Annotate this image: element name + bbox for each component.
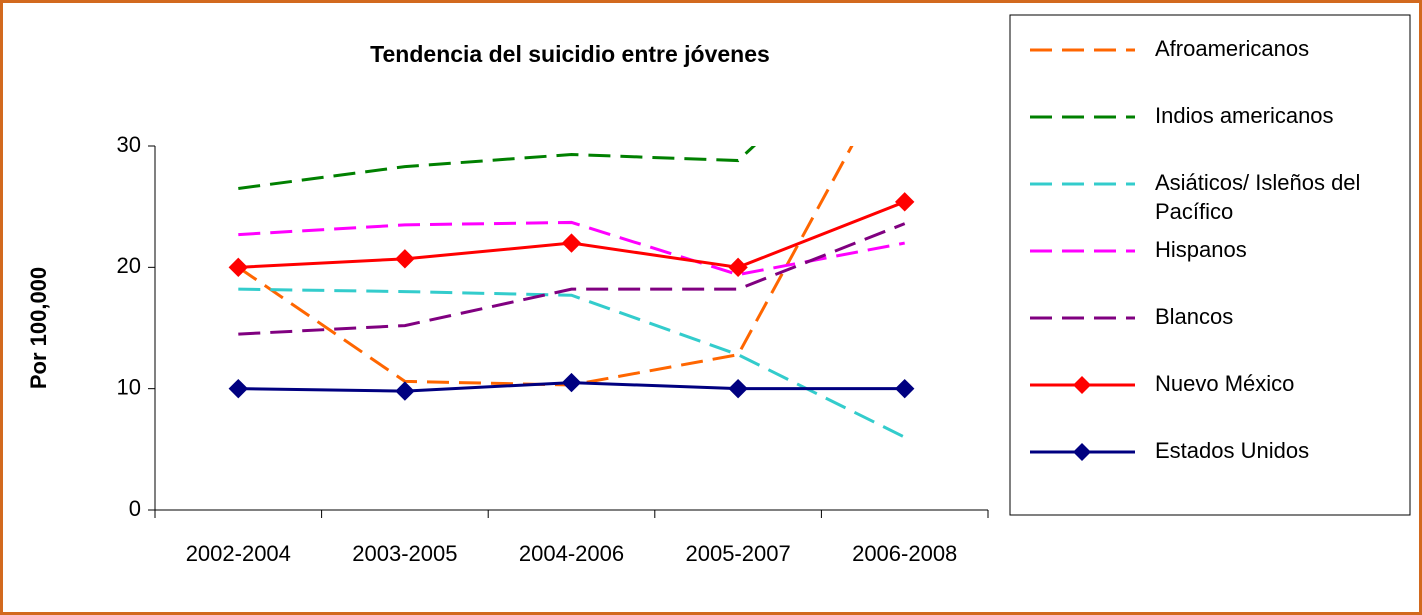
y-axis-label: Por 100,000 — [26, 267, 51, 389]
legend-label: Hispanos — [1155, 237, 1247, 262]
series-line — [238, 222, 906, 336]
y-tick-label: 10 — [117, 374, 141, 399]
y-tick-label: 20 — [117, 253, 141, 278]
data-point — [894, 192, 915, 212]
data-point — [395, 381, 415, 401]
x-tick-label: 2005-2007 — [685, 541, 790, 566]
data-point — [228, 257, 249, 278]
x-tick-label: 2003-2005 — [352, 541, 457, 566]
data-point — [894, 378, 915, 399]
y-tick-label: 0 — [129, 496, 141, 521]
chart-title: Tendencia del suicidio entre jóvenes — [370, 41, 770, 67]
data-point — [228, 378, 249, 399]
legend-label: Nuevo México — [1155, 371, 1294, 396]
data-point — [561, 372, 582, 393]
legend-label: Estados Unidos — [1155, 438, 1309, 463]
legend-box — [1009, 14, 1411, 516]
series-line — [238, 287, 906, 439]
plot-area — [228, 146, 915, 439]
y-tick-label: 30 — [117, 132, 141, 157]
data-point — [728, 378, 748, 399]
series-line — [238, 146, 757, 190]
legend-label: Indios americanos — [1155, 103, 1334, 128]
legend-marker — [1073, 376, 1091, 394]
x-tick-label: 2006-2008 — [852, 541, 957, 566]
data-point — [561, 233, 582, 253]
data-point — [395, 249, 415, 269]
legend-label: Asiáticos/ Isleños del Pacífico — [1155, 170, 1360, 224]
data-point — [728, 257, 748, 278]
legend-label: Afroamericanos — [1155, 36, 1309, 61]
series-line — [238, 220, 905, 277]
x-tick-label: 2004-2006 — [519, 541, 624, 566]
legend-marker — [1073, 443, 1091, 461]
legend-label: Blancos — [1155, 304, 1233, 329]
x-tick-label: 2002-2004 — [186, 541, 291, 566]
